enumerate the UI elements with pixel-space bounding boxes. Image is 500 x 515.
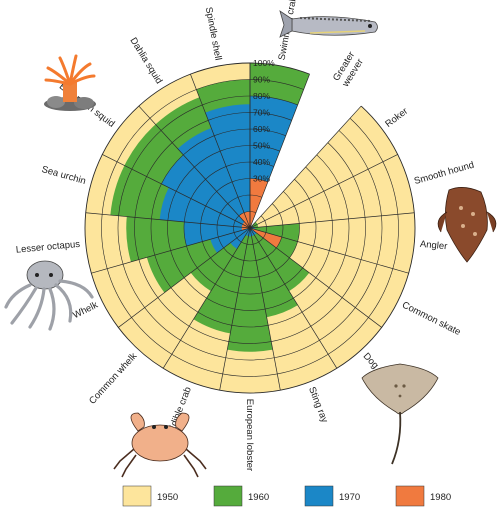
legend-item-1950: 1950 [122, 485, 178, 507]
grid-layer [84, 62, 416, 394]
sector-1960-8 [227, 228, 273, 352]
grid-spoke-10 [162, 227, 251, 369]
grid-spoke-2 [249, 105, 362, 229]
category-label-3: Smooth hound [413, 159, 475, 186]
grid-spoke-16 [190, 74, 251, 229]
ring-label-90: 90% [253, 75, 270, 85]
category-label-4: Angler [419, 238, 447, 251]
legend: 1950 1960 1970 1980 [122, 485, 451, 507]
ring-label-60: 60% [253, 124, 270, 134]
sector-1970-14 [161, 154, 250, 228]
category-label-7: Sting ray [307, 385, 331, 424]
ring-label-30: 30% [253, 174, 270, 184]
category-label-8: European lobster [245, 399, 256, 471]
category-label-2: Roker [383, 105, 410, 129]
grid-ring-50 [167, 145, 333, 311]
grid-ring-80 [117, 95, 383, 361]
octopus-illustration [4, 260, 94, 331]
legend-swatch-1960 [213, 485, 243, 507]
sector-1960-7 [250, 228, 298, 318]
grid-spoke-12 [91, 227, 251, 274]
sector-1950-3 [250, 154, 415, 228]
legend-label-1960: 1960 [248, 492, 269, 503]
series-layer [84, 63, 416, 393]
ring-label-50: 50% [253, 141, 270, 151]
category-label-5: Common skate [400, 299, 462, 337]
sector-1970-8 [248, 228, 252, 237]
grid-spoke-11 [118, 227, 251, 328]
grid-ring-40 [183, 161, 317, 295]
category-label-1: Greaterweever [330, 50, 366, 90]
grid-spoke-6 [249, 227, 382, 328]
category-label-15: Dahlia squid [128, 35, 165, 85]
grid-spoke-1 [249, 74, 310, 229]
anemone-illustration [44, 54, 96, 111]
grid-spoke-15 [138, 105, 251, 229]
sector-1970-6 [250, 228, 257, 236]
ring-label-100: 100% [253, 58, 275, 68]
grid-spoke-8 [249, 227, 281, 391]
sector-1960-9 [193, 228, 250, 334]
sting-ray-illustration [361, 363, 439, 465]
legend-item-1970: 1970 [304, 485, 360, 507]
sector-1970-15 [177, 127, 250, 228]
legend-swatch-1950 [122, 485, 152, 507]
angler-fish-illustration [437, 187, 497, 263]
sector-1950-2 [250, 106, 398, 228]
legend-item-1980: 1980 [395, 485, 451, 507]
legend-item-1960: 1960 [213, 485, 269, 507]
sector-1970-11 [210, 228, 250, 253]
grid-spoke-4 [249, 212, 415, 229]
sector-1970-10 [230, 228, 250, 250]
grid-spoke-3 [249, 154, 398, 229]
category-label-11: Whelk [71, 299, 100, 321]
grid-spoke-13 [85, 212, 251, 229]
sector-1980-15 [238, 212, 250, 228]
crab-illustration [113, 412, 207, 478]
sector-1960-4 [250, 223, 300, 242]
grid-spoke-14 [102, 154, 251, 229]
category-label-13: Sea urchin [41, 164, 88, 187]
sector-1960-6 [250, 228, 310, 292]
ring-labels: 30% 40% 50% 60% 70% 80% 90% 100% [253, 58, 275, 184]
grid-ring-10 [233, 211, 267, 245]
grid-ring-60 [150, 128, 350, 328]
category-label-10: Common whelk [87, 350, 139, 406]
grid-spoke-7 [249, 227, 338, 369]
legend-label-1950: 1950 [157, 492, 178, 503]
sector-1980-5 [250, 228, 282, 248]
legend-label-1970: 1970 [339, 492, 360, 503]
weever-fish-illustration [279, 10, 378, 38]
grid-spoke-5 [249, 227, 409, 274]
category-label-12: Lesser octapus [15, 238, 80, 255]
category-label-16: Spindle shell [203, 6, 224, 61]
legend-label-1980: 1980 [430, 492, 451, 503]
ring-label-70: 70% [253, 108, 270, 118]
legend-swatch-1970 [304, 485, 334, 507]
grid-ring-20 [216, 194, 284, 262]
grid-ring-70 [134, 112, 366, 344]
grid-spoke-9 [219, 227, 251, 391]
legend-swatch-1980 [395, 485, 425, 507]
grid-ring-30 [200, 178, 300, 278]
ring-label-80: 80% [253, 91, 270, 101]
grid-ring-100 [84, 62, 416, 394]
grid-ring-90 [101, 79, 399, 377]
ring-label-40: 40% [253, 157, 270, 167]
